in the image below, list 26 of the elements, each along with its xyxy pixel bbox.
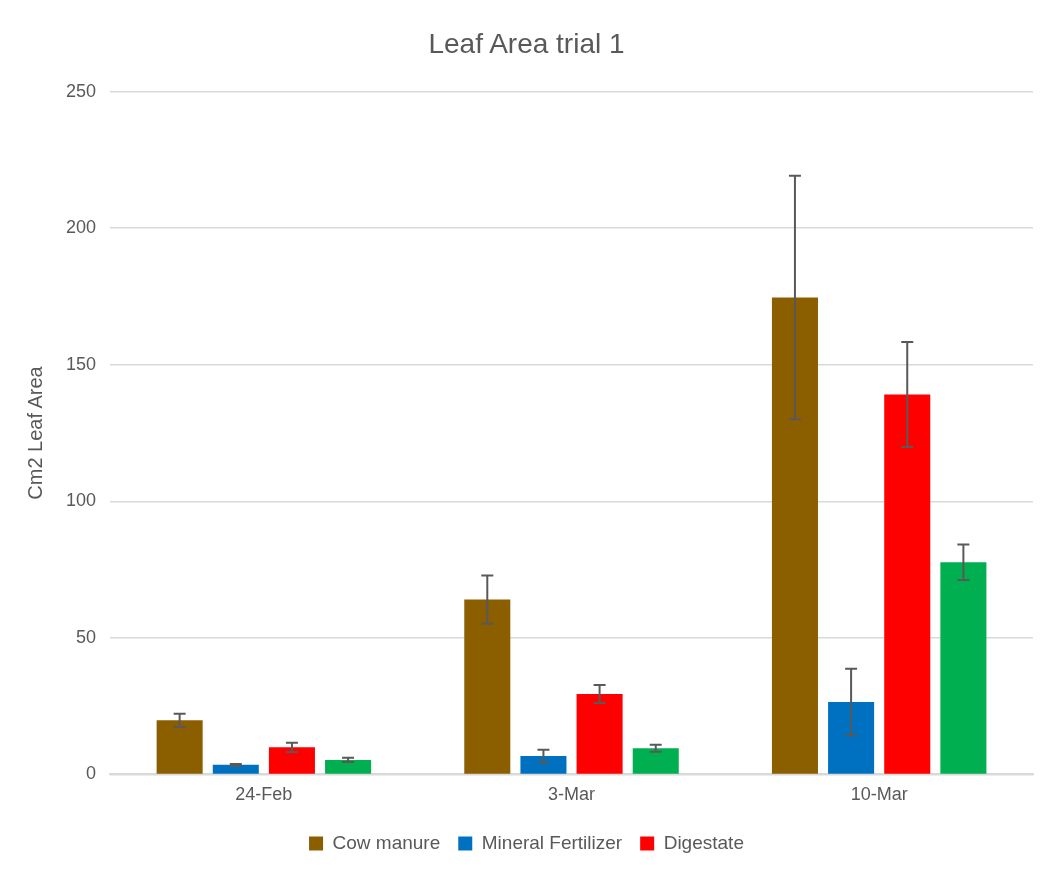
bar bbox=[828, 702, 875, 774]
y-tick-label: 100 bbox=[65, 490, 97, 511]
legend-label: Digestate bbox=[663, 831, 744, 853]
bar bbox=[268, 747, 315, 774]
bar bbox=[771, 297, 818, 774]
chart-title: Leaf Area trial 1 bbox=[428, 27, 625, 59]
x-tick-label: 24-Feb bbox=[235, 784, 293, 805]
bar bbox=[632, 748, 679, 774]
bar bbox=[940, 562, 987, 774]
y-tick-label: 50 bbox=[76, 626, 97, 647]
y-tick-label: 250 bbox=[65, 80, 97, 101]
x-tick-label: 3-Mar bbox=[548, 784, 596, 805]
legend-label: Mineral Fertilizer bbox=[481, 831, 623, 853]
bar bbox=[464, 599, 511, 774]
x-tick-label: 10-Mar bbox=[850, 784, 908, 805]
y-tick-label: 0 bbox=[86, 763, 97, 784]
y-tick-label: 200 bbox=[65, 217, 97, 238]
legend-label: Cow manure bbox=[332, 831, 441, 853]
bar bbox=[884, 394, 931, 774]
bar bbox=[520, 756, 567, 774]
bar bbox=[212, 764, 259, 774]
y-axis-title: Cm2 Leaf Area bbox=[23, 365, 46, 500]
y-tick-label: 150 bbox=[65, 353, 97, 374]
bar bbox=[156, 720, 203, 774]
bar bbox=[325, 759, 372, 774]
bar bbox=[576, 694, 623, 774]
